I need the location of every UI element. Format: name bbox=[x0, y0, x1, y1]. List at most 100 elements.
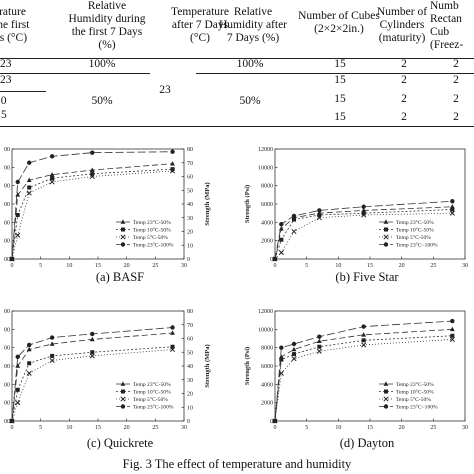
mix-conditions-table: eraturethe firstys (°C) RelativeHumidity… bbox=[0, 0, 474, 132]
data-point bbox=[450, 318, 455, 324]
caption-dayton: (d) Dayton bbox=[339, 436, 395, 450]
data-point bbox=[361, 207, 367, 213]
y-tick-label: 00 bbox=[4, 364, 10, 370]
x-tick-label: 30 bbox=[181, 425, 187, 431]
x-tick-label: 5 bbox=[305, 425, 308, 431]
data-point bbox=[291, 341, 297, 347]
data-point-stroke bbox=[15, 232, 21, 238]
data-point bbox=[291, 228, 297, 235]
data-point bbox=[291, 346, 297, 352]
y2-tick-label: 60 bbox=[187, 175, 193, 181]
header-rh-after: Relative Humidity after 7 Days (%) bbox=[218, 6, 288, 44]
data-point-stroke bbox=[383, 234, 389, 240]
data-point bbox=[170, 344, 175, 349]
data-point bbox=[15, 387, 20, 392]
y2-tick-label: 30 bbox=[187, 378, 193, 384]
data-point bbox=[279, 345, 284, 350]
data-point bbox=[120, 242, 126, 247]
data-point bbox=[383, 219, 389, 224]
legend-entry: Temp 10°C-50% bbox=[396, 227, 434, 234]
x-tick-label: 0 bbox=[11, 263, 14, 269]
data-point bbox=[384, 389, 388, 394]
legend-entry: Temp 10°C-50% bbox=[396, 389, 434, 396]
x-tick-label: 5 bbox=[39, 425, 42, 431]
x-tick-label: 10 bbox=[335, 263, 341, 269]
legend-entry: Temp 23°C-50% bbox=[133, 381, 171, 388]
data-point bbox=[90, 150, 95, 155]
cell-temp-first-r3: 10 bbox=[0, 95, 7, 107]
x-tick-label: 0 bbox=[274, 263, 277, 269]
legend-entry: Temp 23°C~100% bbox=[396, 404, 438, 411]
cell-cylinders-r4: 2 bbox=[401, 111, 407, 123]
y-tick-label: 00 bbox=[4, 165, 10, 171]
x-tick-label: 25 bbox=[152, 263, 158, 269]
y2-tick-label: 70 bbox=[187, 323, 193, 329]
figure-caption: Fig. 3 The effect of temperature and hum… bbox=[122, 457, 352, 471]
data-point bbox=[279, 357, 284, 362]
data-point bbox=[361, 324, 366, 329]
y-tick-label: 4000 bbox=[261, 382, 273, 388]
series-line bbox=[274, 212, 453, 260]
data-point bbox=[170, 167, 175, 172]
legend-entry: Temp 23°C~100% bbox=[396, 242, 438, 249]
data-point bbox=[361, 342, 367, 348]
data-point bbox=[49, 341, 55, 346]
y2-tick-label: 40 bbox=[187, 202, 193, 208]
cell-prisms-r1: 2 bbox=[453, 58, 459, 70]
data-point bbox=[278, 354, 284, 359]
x-tick-label: 5 bbox=[305, 263, 308, 269]
cell-temp-first-r2: 23 bbox=[0, 74, 12, 86]
row1-rule bbox=[0, 73, 46, 74]
data-point bbox=[361, 211, 366, 216]
x-tick-label: 20 bbox=[399, 263, 405, 269]
data-point bbox=[50, 176, 55, 181]
y-tick-label: 00 bbox=[4, 346, 10, 352]
data-point bbox=[120, 404, 126, 409]
x-tick-label: 0 bbox=[11, 425, 14, 431]
data-point-stroke bbox=[361, 342, 367, 348]
y-tick-label: 00 bbox=[4, 419, 10, 425]
y2-tick-label: 10 bbox=[187, 243, 193, 249]
y-tick-label: 8000 bbox=[261, 184, 273, 190]
x-tick-label: 15 bbox=[367, 263, 373, 269]
y2-tick-label: 50 bbox=[187, 350, 193, 356]
x-tick-label: 20 bbox=[399, 425, 405, 431]
data-point bbox=[26, 177, 32, 182]
data-point-stroke bbox=[361, 212, 367, 218]
data-point bbox=[449, 326, 455, 332]
y-tick-label: 2000 bbox=[261, 239, 273, 245]
data-point-stroke bbox=[383, 396, 389, 402]
data-point bbox=[169, 346, 176, 353]
data-point bbox=[27, 361, 32, 366]
y-tick-label: 6000 bbox=[261, 202, 273, 208]
row2-rule bbox=[0, 91, 46, 92]
data-point bbox=[272, 418, 278, 424]
data-point bbox=[15, 213, 20, 217]
data-point bbox=[170, 149, 175, 154]
cell-cubes-r3: 15 bbox=[334, 93, 346, 105]
data-point bbox=[49, 357, 55, 364]
header-temp-after: Temperature after 7 Days (°C) bbox=[171, 6, 229, 44]
cell-cylinders-r2: 2 bbox=[401, 74, 407, 86]
data-point bbox=[449, 204, 455, 209]
x-tick-label: 10 bbox=[66, 425, 72, 431]
data-point-stroke bbox=[120, 234, 126, 240]
data-point bbox=[316, 215, 322, 221]
legend-entry: Temp 23°C-100% bbox=[133, 404, 174, 411]
data-point-stroke bbox=[278, 370, 284, 376]
data-point bbox=[317, 208, 322, 213]
y2-tick-label: 80 bbox=[187, 309, 193, 315]
data-point bbox=[361, 332, 367, 337]
data-point bbox=[317, 344, 322, 349]
data-point-stroke bbox=[316, 215, 322, 221]
header-temp-first: eraturethe firstys (°C) bbox=[0, 6, 30, 44]
data-point bbox=[90, 171, 95, 176]
data-point bbox=[279, 221, 284, 227]
cell-rh-first-r1: 100% bbox=[88, 58, 116, 70]
data-point bbox=[90, 350, 95, 355]
legend-entry: Temp 5°C-50% bbox=[133, 234, 168, 241]
data-point bbox=[384, 227, 388, 232]
data-point bbox=[278, 370, 284, 376]
series-line bbox=[274, 339, 453, 422]
data-point-stroke bbox=[120, 396, 126, 402]
